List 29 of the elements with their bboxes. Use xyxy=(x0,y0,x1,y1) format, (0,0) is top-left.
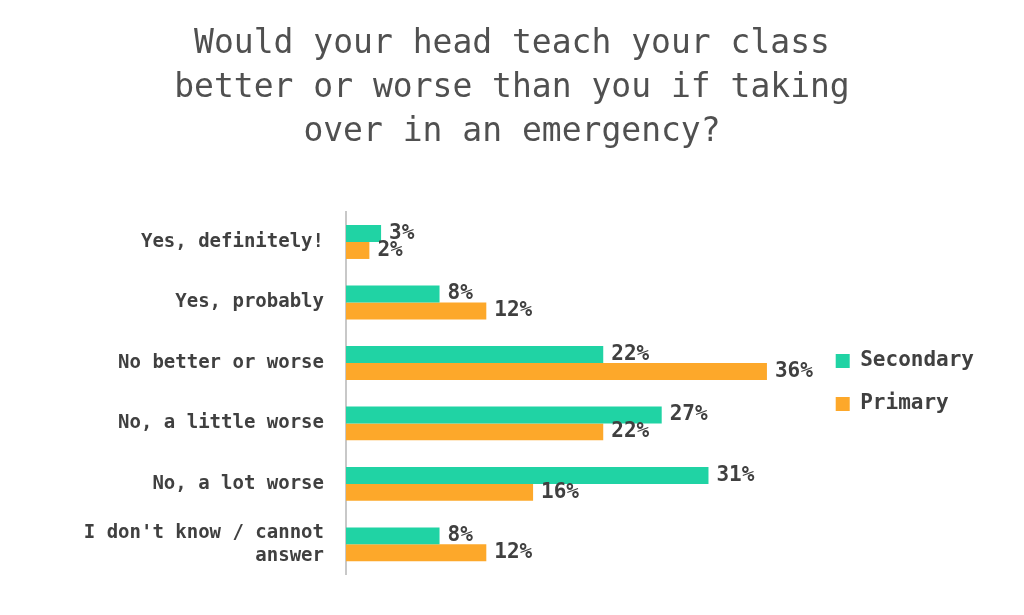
bar xyxy=(346,423,604,441)
bar xyxy=(346,466,709,484)
data-label: 22% xyxy=(611,340,650,365)
y-tick-label: No, a little worse xyxy=(118,410,324,433)
y-tick-label: I don't know / cannot answer xyxy=(83,519,324,565)
data-label: 12% xyxy=(494,297,533,322)
data-label: 27% xyxy=(669,401,708,426)
y-tick-label: Yes, definitely! xyxy=(140,228,324,251)
bar xyxy=(346,285,440,303)
bar xyxy=(346,483,534,501)
data-label: 31% xyxy=(716,461,755,486)
data-label: 36% xyxy=(774,357,814,382)
data-label: 8% xyxy=(447,280,474,305)
chart-title: Would your head teach your class better or worse than you if taking over in an emergency? xyxy=(173,21,851,151)
y-tick-label: No, a lot worse xyxy=(152,470,324,493)
legend-label: Primary xyxy=(860,390,950,415)
bar xyxy=(346,527,440,545)
bar xyxy=(346,362,767,380)
bar xyxy=(346,302,487,320)
y-tick-label: Yes, probably xyxy=(175,289,324,312)
data-label: 8% xyxy=(447,522,474,547)
bar xyxy=(346,346,604,363)
legend-label: Secondary xyxy=(860,347,975,372)
data-label: 22% xyxy=(611,418,650,443)
bar xyxy=(346,544,487,562)
data-label: 12% xyxy=(494,539,533,564)
y-tick-label: No better or worse xyxy=(118,349,324,372)
bar xyxy=(346,242,370,259)
data-label: 16% xyxy=(541,478,580,503)
